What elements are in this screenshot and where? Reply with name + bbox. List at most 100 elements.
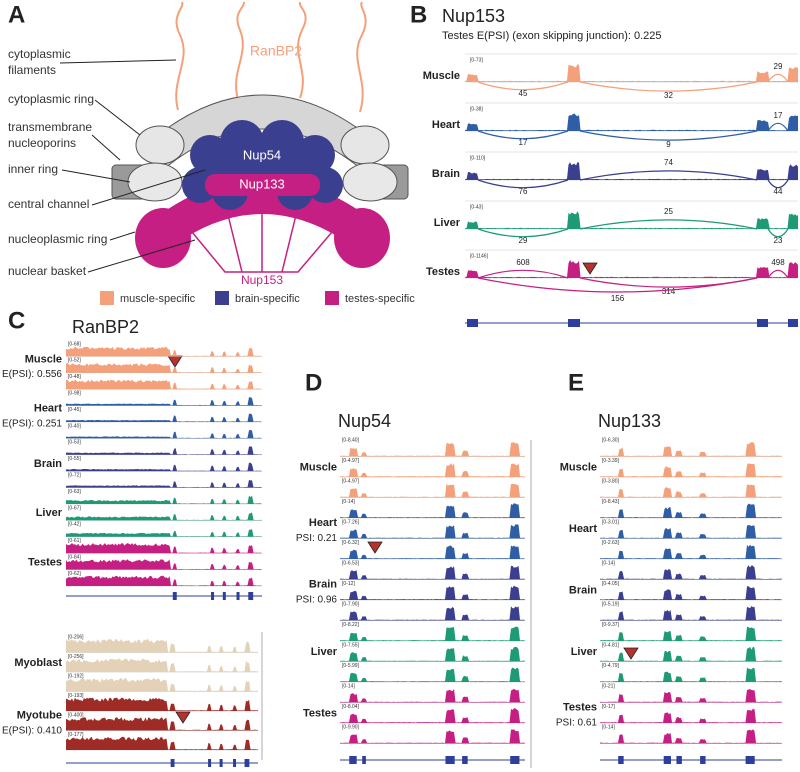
coverage-track xyxy=(340,442,525,457)
nucleoplasmic-ring-left xyxy=(135,208,191,268)
junction-arc xyxy=(477,269,569,279)
tissue-label: Testes xyxy=(563,702,597,714)
coverage-track xyxy=(66,413,262,422)
coverage-track xyxy=(340,708,525,723)
tissue-label: Testes xyxy=(303,708,337,720)
gene-model-exon xyxy=(757,319,768,327)
cytoplasmic-ring-left xyxy=(135,125,185,165)
gene-model-exon xyxy=(362,756,366,764)
psi-note: E(PSI): 0.251 xyxy=(2,418,62,429)
protein-label: RanBP2 xyxy=(250,43,302,59)
cytoplasmic-ring-right xyxy=(340,125,390,165)
track-range: [0-400] xyxy=(68,712,84,718)
track-range: [0-193] xyxy=(68,693,84,699)
track-range: [0-192] xyxy=(68,673,84,679)
coverage-track xyxy=(600,463,782,477)
coverage-track xyxy=(66,429,262,439)
psi-note: PSI: 0.61 xyxy=(556,717,598,728)
coverage-track xyxy=(600,646,782,662)
coverage-track xyxy=(600,606,782,621)
gene-model-exon xyxy=(244,759,250,767)
gene-model-exon xyxy=(788,319,798,327)
coverage-track xyxy=(600,544,782,559)
structure-label: nuclear basket xyxy=(8,264,87,278)
track-range: [0-5.19] xyxy=(602,601,620,607)
tissue-label: Muscle xyxy=(300,462,337,474)
tissue-label: Testes xyxy=(426,266,460,278)
filament xyxy=(297,1,307,99)
gene-model-exon xyxy=(349,756,357,764)
track-range: [0-17] xyxy=(602,704,615,710)
coverage-track xyxy=(465,113,798,131)
junction-arc xyxy=(477,81,569,91)
track-range: [0-52] xyxy=(68,358,81,364)
coverage-track xyxy=(465,64,798,82)
track-range: [0-8.40] xyxy=(342,437,360,443)
track-range: [0-9.37] xyxy=(602,622,620,628)
legend-swatch xyxy=(100,291,114,305)
track-range: [0-3.39] xyxy=(602,458,620,464)
track-range: [0-63] xyxy=(68,489,81,495)
coverage-track xyxy=(340,503,525,518)
track-range: [0-3.80] xyxy=(602,478,620,484)
leader-lines xyxy=(59,59,206,273)
junction-count: 45 xyxy=(519,89,528,98)
track-range: [0-98] xyxy=(68,391,81,397)
structure-label: cytoplasmic ring xyxy=(8,92,94,106)
protein-label: Nup153 xyxy=(241,273,283,287)
structure-label: central channel xyxy=(8,197,89,211)
panel-title: RanBP2 xyxy=(72,317,139,337)
junction-count: 156 xyxy=(611,294,625,303)
filament xyxy=(235,1,245,101)
track-range: [0-14] xyxy=(342,683,355,689)
protein-label: Nup133 xyxy=(239,176,285,191)
coverage-track xyxy=(600,586,782,600)
track-range: [0-73] xyxy=(470,57,483,63)
legend-label: brain-specific xyxy=(235,293,300,305)
track-range: [0-6.32] xyxy=(342,540,360,546)
junction-arc xyxy=(579,170,758,181)
psi-note: PSI: 0.96 xyxy=(296,594,338,605)
track-range: [0-14] xyxy=(342,499,355,505)
junction-count: 498 xyxy=(771,258,785,267)
coverage-track xyxy=(340,483,525,498)
track-range: [0-48] xyxy=(68,374,81,380)
gene-model-exon xyxy=(663,756,671,764)
track-range: [0-7.55] xyxy=(342,642,360,648)
track-range: [0-3.01] xyxy=(602,519,620,525)
structure-label: cytoplasmic xyxy=(8,47,71,61)
track-range: [0-43] xyxy=(470,204,483,210)
track-range: [0-7.26] xyxy=(342,519,360,525)
junction-arc xyxy=(477,130,569,140)
tissue-label: Muscle xyxy=(25,354,62,366)
legend-swatch xyxy=(325,291,339,305)
junction-count: 9 xyxy=(666,140,671,149)
gene-model-exon xyxy=(568,319,580,327)
junction-count: 44 xyxy=(774,187,783,196)
tissue-label: Heart xyxy=(569,523,597,535)
coverage-track xyxy=(66,363,262,373)
track-range: [0-61] xyxy=(68,538,81,544)
panel-letter: E xyxy=(568,369,584,396)
track-range: [0-67] xyxy=(68,505,81,511)
junction-count: 76 xyxy=(519,187,528,196)
track-range: [0-1146] xyxy=(470,253,489,259)
marker xyxy=(367,541,383,554)
tissue-label: Brain xyxy=(569,585,597,597)
coverage-track xyxy=(600,525,782,539)
tissue-label: Brain xyxy=(432,168,460,180)
junction-arc xyxy=(579,219,758,230)
track-range: [0-6.30] xyxy=(602,437,620,443)
tissue-label: Myotube xyxy=(17,710,62,722)
junction-arc xyxy=(767,73,789,83)
coverage-track xyxy=(340,688,525,703)
track-range: [0-256] xyxy=(68,654,84,660)
psi-note: PSI: 0.21 xyxy=(296,533,338,544)
panel-letter: B xyxy=(410,1,427,28)
npc-diagram xyxy=(59,1,409,273)
coverage-track xyxy=(66,678,258,692)
nucleoplasmic-ring-right xyxy=(334,208,390,268)
tissue-label: Brain xyxy=(34,458,62,470)
track-range: [0-84] xyxy=(68,555,81,561)
